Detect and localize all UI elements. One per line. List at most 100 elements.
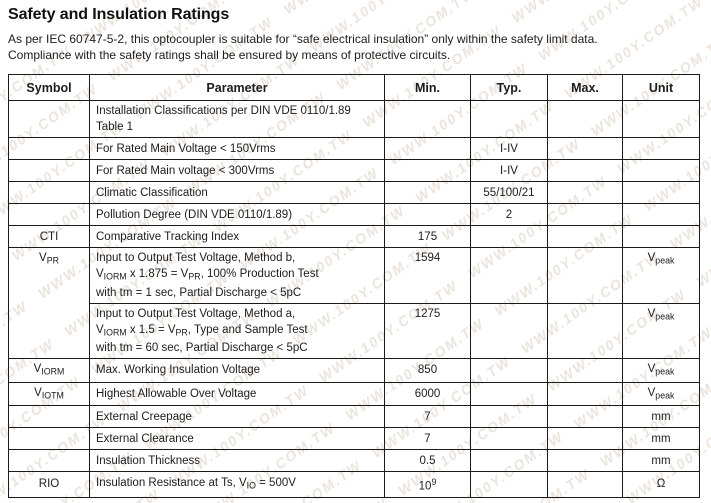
cell-text: Max. Working Insulation Voltage xyxy=(96,364,261,377)
cell-text: 1594 xyxy=(414,252,441,264)
cell-text: V xyxy=(34,386,42,399)
cell-min xyxy=(384,159,471,182)
intro-line-1: As per IEC 60747-5-2, this optocoupler i… xyxy=(8,32,598,46)
cell-min: 7 xyxy=(384,405,471,428)
cell-unit xyxy=(622,181,700,204)
table-row: Insulation Thickness 0.5 mm xyxy=(8,449,700,472)
table-row: Pollution Degree (DIN VDE 0110/1.89) 2 xyxy=(8,203,700,226)
cell-parameter: Input to Output Test Voltage, Method a, V… xyxy=(89,302,385,359)
cell-typ xyxy=(470,449,548,472)
cell-symbol xyxy=(8,100,90,138)
cell-parameter: Insulation Resistance at Ts, VIO = 500V xyxy=(89,471,385,498)
cell-parameter: Max. Working Insulation Voltage xyxy=(89,358,385,383)
subscript-text: PR xyxy=(46,255,59,266)
cell-text: V xyxy=(96,268,104,280)
cell-unit xyxy=(622,159,700,182)
cell-typ xyxy=(470,100,548,138)
cell-min xyxy=(384,203,471,226)
cell-text: Comparative Tracking Index xyxy=(96,230,240,243)
cell-text: Insulation Resistance at Ts, V xyxy=(96,477,247,489)
subscript-text: peak xyxy=(655,366,675,377)
cell-unit: Vpeak xyxy=(622,381,700,406)
cell-min: 850 xyxy=(384,358,471,383)
subscript-text: PR xyxy=(188,271,201,282)
subscript-text: IO xyxy=(246,480,256,491)
cell-text: 55/100/21 xyxy=(483,186,535,199)
cell-typ: 55/100/21 xyxy=(470,181,548,204)
cell-text: mm xyxy=(651,410,671,423)
cell-symbol xyxy=(8,427,90,450)
cell-text: For Rated Main voltage < 300Vrms xyxy=(96,164,275,177)
subscript-text: peak xyxy=(655,311,675,321)
cell-min xyxy=(384,100,471,138)
subscript-text: peak xyxy=(655,255,675,266)
cell-min: 7 xyxy=(384,427,471,450)
cell-symbol: RIO xyxy=(8,471,90,498)
cell-min xyxy=(384,181,471,204)
cell-text: Pollution Degree (DIN VDE 0110/1.89) xyxy=(96,208,293,221)
cell-unit xyxy=(622,203,700,226)
cell-text: V xyxy=(647,252,656,264)
table-row: External Creepage 7 mm xyxy=(8,405,700,428)
cell-text: I-IV xyxy=(500,142,518,155)
cell-min: 1594 xyxy=(384,247,471,304)
header-typ: Typ. xyxy=(470,74,548,101)
table-row: VIOTM Highest Allowable Over Voltage 6000 V… xyxy=(8,381,700,406)
table-row: Input to Output Test Voltage, Method a, V… xyxy=(9,302,700,359)
cell-text: 1275 xyxy=(414,307,441,320)
cell-symbol xyxy=(8,449,90,472)
cell-text: x 1.875 = V xyxy=(126,268,189,280)
cell-text: 0.5 xyxy=(419,454,436,467)
header-min: Min. xyxy=(384,74,471,101)
cell-text: V xyxy=(647,363,656,375)
cell-text: = 500V xyxy=(255,477,296,489)
cell-text: with tm = 1 sec, Partial Discharge < 5pC xyxy=(96,286,302,299)
cell-unit: Vpeak xyxy=(622,302,700,359)
cell-max xyxy=(547,203,623,226)
cell-typ xyxy=(470,405,548,428)
subscript-text: PR xyxy=(175,327,188,337)
cell-symbol xyxy=(8,181,90,204)
cell-text: CTI xyxy=(39,230,59,243)
cell-unit xyxy=(622,137,700,160)
header-max: Max. xyxy=(547,74,623,101)
cell-text: V xyxy=(647,307,656,320)
cell-text: Insulation Thickness xyxy=(96,454,200,467)
intro-line-2: Compliance with the safety ratings shall… xyxy=(8,47,451,62)
subscript-text: IORM xyxy=(41,366,65,377)
cell-max xyxy=(547,181,623,204)
cell-parameter: For Rated Main voltage < 300Vrms xyxy=(89,159,385,182)
cell-unit xyxy=(622,100,700,138)
cell-text: Climatic Classification xyxy=(96,186,208,199)
cell-text: with tm = 60 sec, Partial Discharge < 5p… xyxy=(96,342,308,354)
cell-text: 2 xyxy=(505,208,513,221)
cell-typ xyxy=(470,358,548,383)
cell-max xyxy=(547,405,623,428)
cell-text: x 1.5 = V xyxy=(126,323,176,336)
table-row: External Clearance 7 mm xyxy=(8,427,700,450)
cell-parameter: Comparative Tracking Index xyxy=(89,225,385,248)
cell-text: Input to Output Test Voltage, Method b, xyxy=(96,252,296,264)
cell-text: V xyxy=(33,363,42,375)
cell-text: 850 xyxy=(417,364,438,377)
cell-text: For Rated Main Voltage < 150Vrms xyxy=(96,142,276,155)
cell-parameter: Insulation Thickness xyxy=(89,449,385,472)
cell-symbol: VIORM xyxy=(8,358,90,383)
cell-typ xyxy=(470,427,548,450)
cell-symbol: CTI xyxy=(8,225,90,248)
cell-parameter: Pollution Degree (DIN VDE 0110/1.89) xyxy=(89,203,385,226)
header-unit: Unit xyxy=(622,74,700,101)
table-row: CTI Comparative Tracking Index 175 xyxy=(8,225,700,248)
cell-text: I-IV xyxy=(500,164,518,177)
cell-unit: Ω xyxy=(622,471,700,498)
cell-text: 10 xyxy=(418,480,432,493)
table-row: VIORM Max. Working Insulation Voltage 850 V… xyxy=(8,358,700,383)
cell-symbol xyxy=(8,159,90,182)
cell-min: 6000 xyxy=(384,381,471,406)
cell-typ: 2 xyxy=(470,203,548,226)
cell-text: mm xyxy=(651,454,671,467)
cell-unit: mm xyxy=(622,449,700,472)
cell-text: V xyxy=(39,252,47,264)
cell-parameter: Highest Allowable Over Voltage xyxy=(89,381,385,406)
